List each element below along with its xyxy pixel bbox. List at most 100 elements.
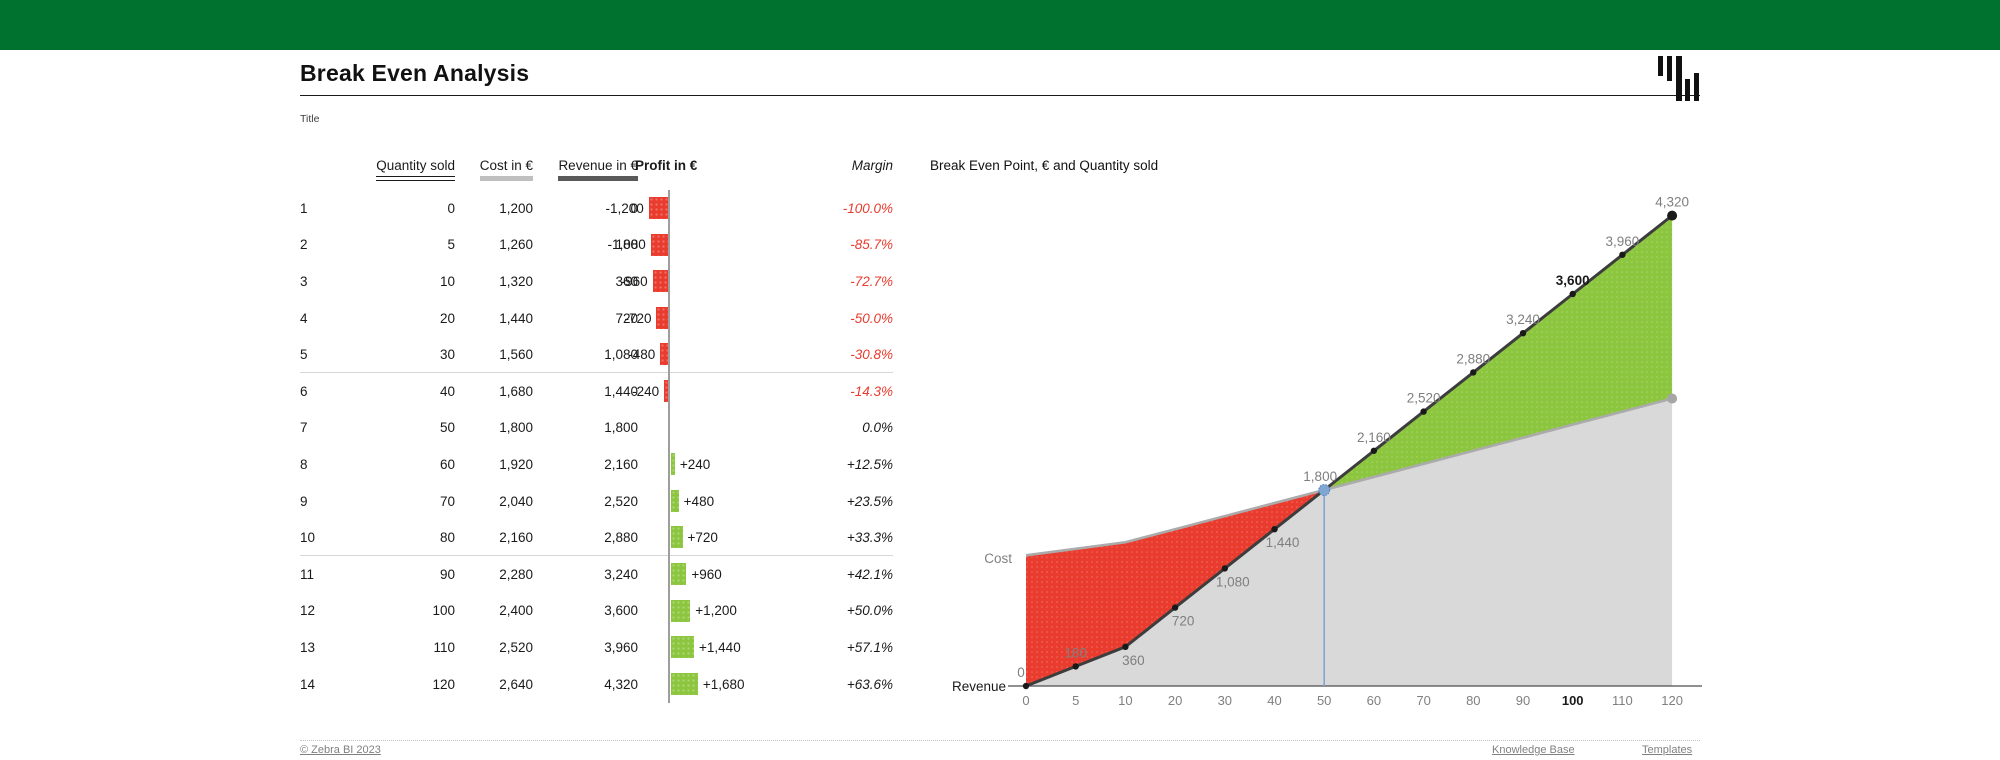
margin-cell: -50.0% — [850, 310, 893, 326]
profit-cell: -240 — [632, 373, 830, 410]
table-row[interactable]: 5 30 1,560 1,080 -480 -30.8% — [300, 336, 893, 373]
breakeven-chart[interactable]: 0 180 360 720 1,080 1,440 1,800 2,160 2,520 2,880… — [920, 140, 1720, 720]
quantity-cell: 0 — [447, 200, 455, 216]
x-axis-tick-label: 30 — [1218, 693, 1232, 708]
revenue-line[interactable] — [1025, 214, 1674, 688]
table-row[interactable]: 12 100 2,400 3,600 +1,200 +50.0% — [300, 593, 893, 630]
table-row[interactable]: 1 0 1,200 0 -1,200 -100.0% — [300, 190, 893, 227]
quantity-cell: 60 — [439, 456, 455, 472]
page-title: Break Even Analysis — [300, 60, 530, 86]
revenue-cell: 2,160 — [604, 456, 638, 472]
cost-line[interactable] — [1025, 397, 1673, 557]
profit-cell: -1,200 — [606, 190, 830, 227]
breakeven-marker[interactable] — [1318, 483, 1331, 496]
margin-column-header[interactable]: Margin — [851, 158, 893, 173]
revenue-point-marker[interactable] — [1022, 682, 1030, 690]
table-row[interactable]: 7 50 1,800 1,800 0.0% — [300, 410, 893, 447]
profit-bar[interactable] — [671, 562, 687, 585]
copyright-link[interactable]: © Zebra BI 2023 — [300, 744, 381, 756]
margin-cell: +50.0% — [846, 603, 893, 619]
revenue-series-label: Revenue — [952, 679, 1006, 694]
cost-cell: 2,640 — [499, 676, 533, 692]
table-row[interactable]: 11 90 2,280 3,240 +960 +42.1% — [300, 556, 893, 593]
templates-link[interactable]: Templates — [1642, 744, 1693, 756]
revenue-cell: 1,080 — [533, 336, 638, 373]
x-axis-tick-label: 40 — [1267, 693, 1281, 708]
revenue-point-marker[interactable] — [1519, 329, 1527, 337]
table-row[interactable]: 3 10 1,320 360 -960 -72.7% — [300, 263, 893, 300]
table-row[interactable]: 10 80 2,160 2,880 +720 +33.3% — [300, 519, 893, 556]
point-value-label: 3,600 — [1556, 273, 1590, 288]
loss-bar[interactable] — [656, 306, 668, 329]
revenue-point-marker[interactable] — [1667, 210, 1678, 221]
profit-bar[interactable] — [671, 636, 695, 659]
cost-column-header[interactable]: Cost in € — [455, 152, 533, 181]
knowledge-base-link[interactable]: Knowledge Base — [1492, 744, 1575, 756]
revenue-point-marker[interactable] — [1221, 565, 1228, 572]
revenue-point-marker[interactable] — [1370, 447, 1378, 454]
cost-cell: 1,920 — [499, 456, 533, 472]
point-value-label: 1,800 — [1303, 469, 1337, 484]
page-subtitle: Title — [300, 113, 320, 125]
cost-cell: 1,320 — [499, 273, 533, 289]
revenue-point-marker[interactable] — [1470, 369, 1477, 376]
loss-bar[interactable] — [650, 233, 668, 256]
profit-cell: +1,200 — [638, 593, 830, 630]
profit-bar[interactable] — [671, 599, 691, 622]
row-number-cell: 13 — [300, 639, 316, 655]
loss-bar[interactable] — [648, 197, 668, 219]
x-axis-tick-label: 60 — [1367, 693, 1381, 708]
table-row[interactable]: 8 60 1,920 2,160 +240 +12.5% — [300, 446, 893, 483]
quantity-column-header[interactable]: Quantity sold — [340, 152, 455, 181]
profit-value-label: -720 — [624, 310, 652, 326]
loss-bar[interactable] — [660, 343, 668, 366]
x-axis-tick-label: 20 — [1168, 693, 1182, 708]
table-row[interactable]: 13 110 2,520 3,960 +1,440 +57.1% — [300, 629, 893, 666]
scenario-bar-outline — [376, 176, 455, 181]
point-value-label: 1,080 — [1216, 574, 1250, 589]
table-row[interactable]: 14 120 2,640 4,320 +1,680 +63.6% — [300, 666, 893, 703]
profit-bar[interactable] — [671, 526, 683, 549]
point-value-label: 3,240 — [1506, 312, 1540, 327]
revenue-cell: 2,520 — [604, 493, 638, 509]
profit-bar[interactable] — [671, 489, 679, 512]
revenue-column-header[interactable]: Revenue in € — [533, 152, 638, 181]
loss-bar[interactable] — [652, 270, 668, 293]
revenue-point-marker[interactable] — [1569, 290, 1576, 298]
profit-bar[interactable] — [671, 672, 698, 695]
x-axis-tick-label: 5 — [1072, 693, 1079, 708]
profit-cell: -960 — [621, 263, 830, 300]
table-row[interactable]: 6 40 1,680 1,440 -240 -14.3% — [300, 373, 893, 410]
revenue-point-marker[interactable] — [1122, 643, 1129, 650]
profit-bar[interactable] — [671, 453, 675, 476]
cost-end-marker[interactable] — [1667, 393, 1678, 404]
row-number-cell: 11 — [300, 566, 315, 582]
neutral-area[interactable] — [1026, 398, 1673, 686]
revenue-cell: 720 — [615, 310, 638, 326]
row-number-header — [300, 152, 340, 158]
cost-cell: 1,200 — [499, 200, 533, 216]
table-row[interactable]: 2 5 1,260 180 -1,080 -85.7% — [300, 227, 893, 264]
revenue-point-marker[interactable] — [1619, 251, 1626, 258]
loss-area[interactable] — [1026, 489, 1325, 686]
profit-column-header[interactable]: Profit in € — [635, 158, 698, 173]
revenue-cell: 360 — [615, 273, 638, 289]
table-row[interactable]: 9 70 2,040 2,520 +480 +23.5% — [300, 483, 893, 520]
profit-cell: +1,440 — [638, 629, 830, 666]
row-number-cell: 1 — [300, 200, 308, 216]
profit-value-label: +960 — [691, 566, 722, 582]
loss-bar[interactable] — [664, 379, 668, 402]
margin-cell: +57.1% — [846, 639, 893, 655]
revenue-point-marker[interactable] — [1171, 604, 1179, 611]
revenue-point-marker[interactable] — [1072, 663, 1079, 670]
revenue-point-marker[interactable] — [1420, 408, 1427, 415]
revenue-point-marker[interactable] — [1271, 525, 1278, 533]
quantity-cell: 100 — [432, 603, 455, 619]
margin-cell: +12.5% — [846, 456, 893, 472]
table-row[interactable]: 4 20 1,440 720 -720 -50.0% — [300, 300, 893, 337]
cost-cell: 1,680 — [499, 383, 533, 399]
revenue-cell: 2,880 — [533, 519, 638, 556]
profit-value-label: -1,200 — [605, 200, 644, 216]
x-axis-tick-label: 100 — [1562, 693, 1584, 708]
profit-value-label: +1,200 — [695, 603, 737, 619]
